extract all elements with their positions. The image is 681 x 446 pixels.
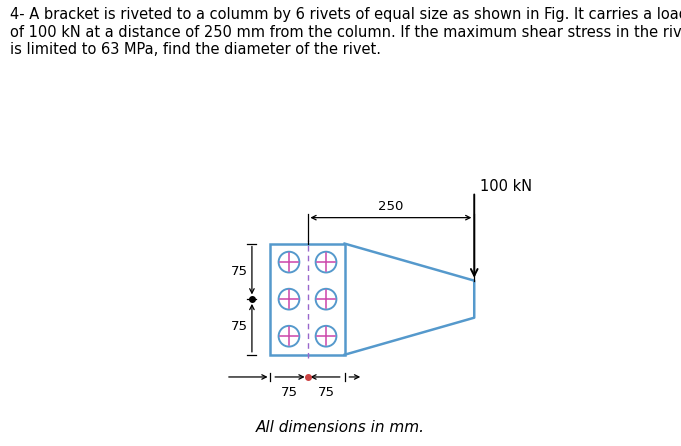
Text: 75: 75	[230, 321, 247, 334]
Text: 75: 75	[317, 386, 334, 399]
Text: of 100 kN at a distance of 250 mm from the column. If the maximum shear stress i: of 100 kN at a distance of 250 mm from t…	[10, 25, 681, 40]
Text: is limited to 63 MPa, find the diameter of the rivet.: is limited to 63 MPa, find the diameter …	[10, 42, 381, 58]
Bar	[270, 244, 345, 355]
Text: 100 kN: 100 kN	[480, 179, 532, 194]
Text: 75: 75	[281, 386, 298, 399]
Text: All dimensions in mm.: All dimensions in mm.	[256, 420, 425, 435]
Text: 75: 75	[230, 265, 247, 278]
Text: 250: 250	[378, 200, 404, 213]
Text: 4- A bracket is riveted to a columm by 6 rivets of equal size as shown in Fig. I: 4- A bracket is riveted to a columm by 6…	[10, 7, 681, 22]
